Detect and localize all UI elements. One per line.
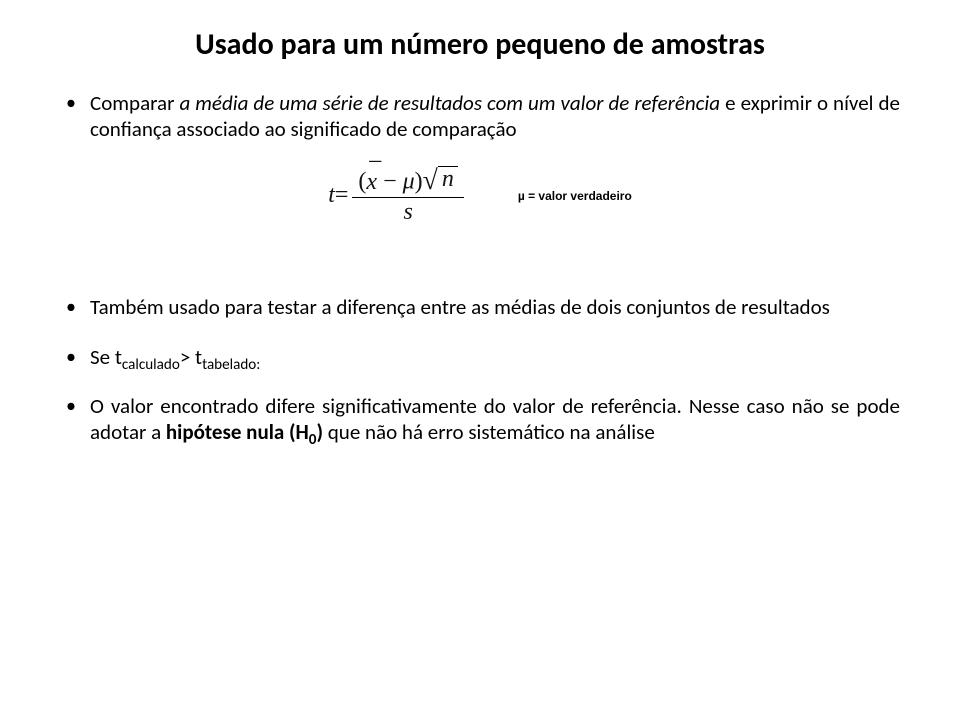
var-t: t xyxy=(328,182,335,209)
var-xbar: x xyxy=(366,169,377,195)
text-italic: a média de uma série de resultados com u… xyxy=(179,90,720,116)
bullet-compare-mean: Comparar a média de uma série de resulta… xyxy=(60,91,900,142)
numerator: (x − μ)√n xyxy=(352,166,463,197)
text: Comparar xyxy=(90,90,179,116)
t-formula: t = (x − μ)√n s xyxy=(328,166,468,225)
formula-row: t = (x − μ)√n s µ = valor verdadeiro xyxy=(60,166,900,225)
bullet-condition: Se tcalculado> ttabelado: xyxy=(60,345,900,371)
equals: = xyxy=(335,182,349,209)
bullet-list-cont: Também usado para testar a diferença ent… xyxy=(60,295,900,445)
bullet-null-hypothesis: O valor encontrado difere significativam… xyxy=(60,394,900,445)
slide-title: Usado para um número pequeno de amostras xyxy=(60,26,900,63)
sqrt-n: √n xyxy=(423,166,458,192)
var-mu: μ xyxy=(403,169,415,195)
bullet-list: Comparar a média de uma série de resulta… xyxy=(60,91,900,142)
bullet-two-means: Também usado para testar a diferença ent… xyxy=(60,295,900,321)
denominator: s xyxy=(352,197,463,225)
formula-legend: µ = valor verdadeiro xyxy=(518,189,632,203)
fraction: (x − μ)√n s xyxy=(352,166,463,225)
